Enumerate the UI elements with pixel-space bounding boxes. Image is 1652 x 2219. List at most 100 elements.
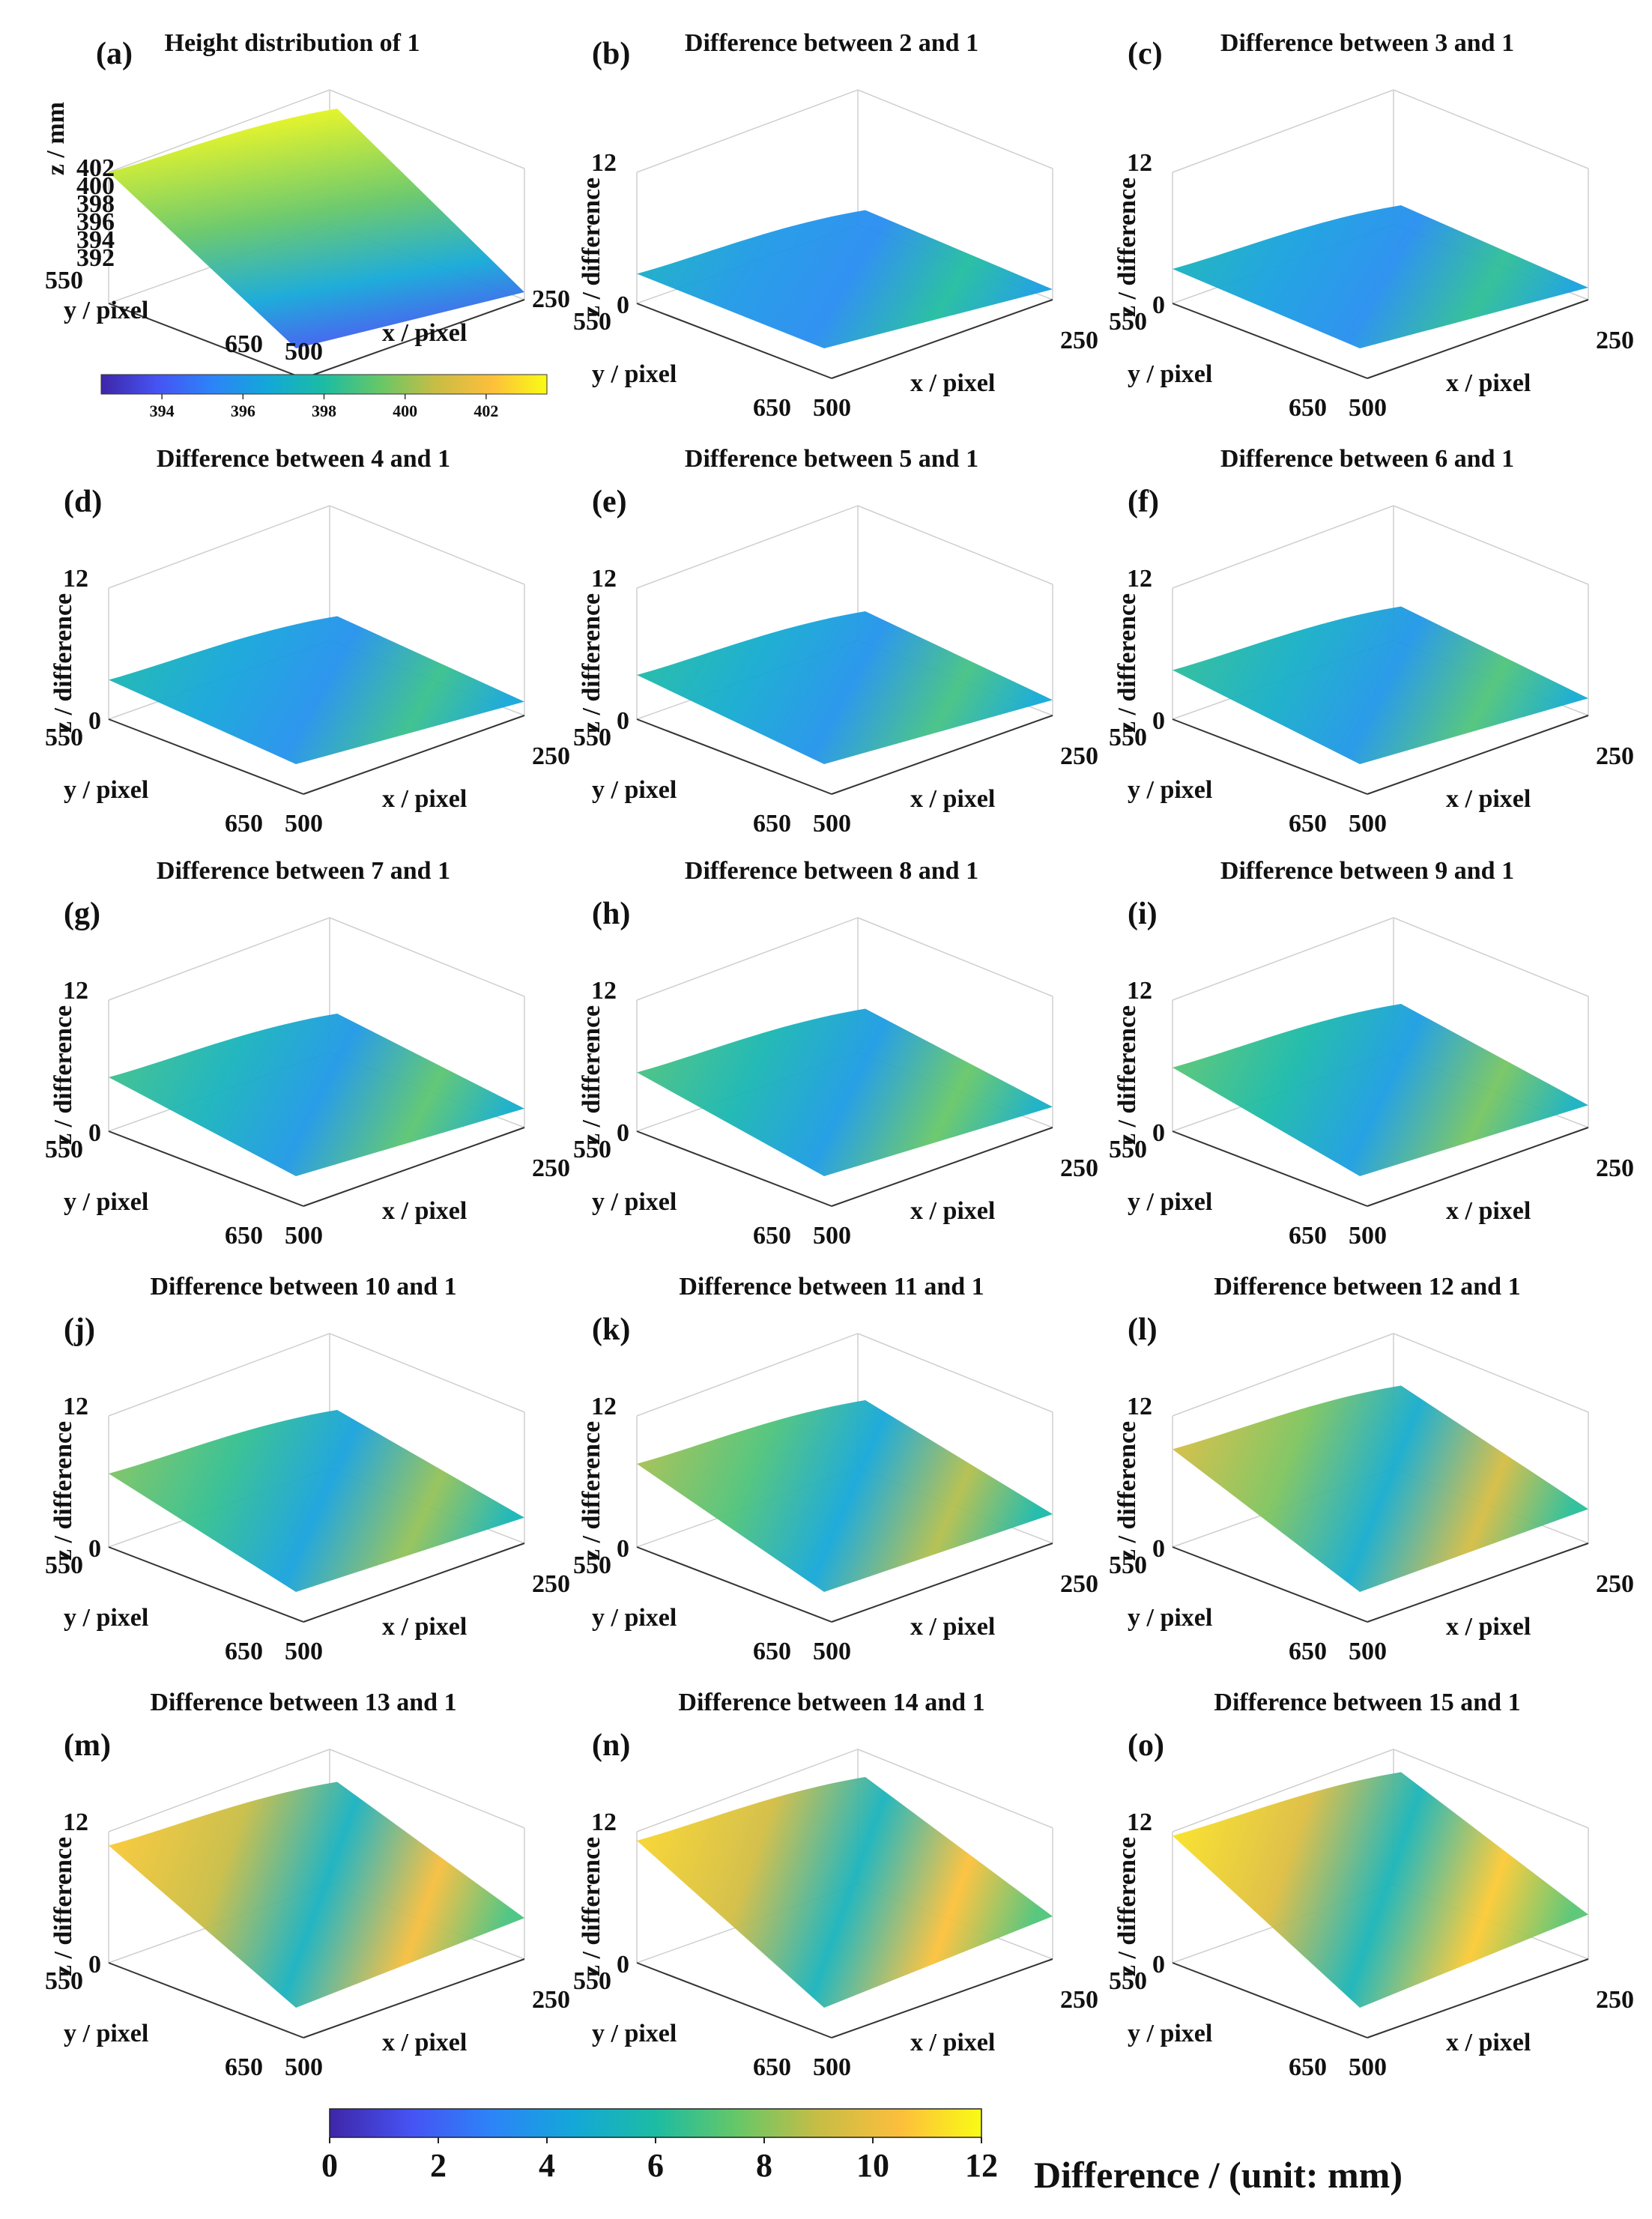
colorbar-tick-4: 4 bbox=[539, 2147, 555, 2184]
x-tick-500: 500 bbox=[285, 1222, 323, 1250]
surface bbox=[637, 1400, 1053, 1592]
z-tick-392: 392 bbox=[76, 244, 115, 272]
panel-n: Difference between 14 and 1 (n) z / differ… bbox=[573, 1689, 1098, 2081]
panel-h: Difference between 8 and 1 (h) z / differe… bbox=[573, 857, 1098, 1250]
y-tick-650: 650 bbox=[1289, 2053, 1327, 2081]
colorbar-tick-2: 2 bbox=[430, 2147, 447, 2184]
panel-title: Difference between 7 and 1 bbox=[157, 857, 450, 885]
y-axis-label: y / pixel bbox=[1128, 360, 1212, 388]
x-tick-500: 500 bbox=[1349, 2053, 1387, 2081]
y-tick-550: 550 bbox=[45, 724, 83, 751]
z-tick-12: 12 bbox=[591, 977, 617, 1005]
z-tick-0: 0 bbox=[1152, 707, 1165, 735]
z-tick-12: 12 bbox=[591, 565, 617, 593]
panel-d: Difference between 4 and 1 (d) z / differe… bbox=[45, 445, 570, 838]
y-axis-label: y / pixel bbox=[1128, 2020, 1212, 2047]
y-tick-650: 650 bbox=[225, 1222, 263, 1250]
panel-label: (n) bbox=[592, 1728, 630, 1763]
x-axis-label: x / pixel bbox=[382, 319, 467, 347]
panel-label: (e) bbox=[592, 485, 627, 519]
y-tick-550: 550 bbox=[1109, 1967, 1147, 1995]
x-axis-label: x / pixel bbox=[910, 369, 995, 397]
panel-f: Difference between 6 and 1 (f) z / differe… bbox=[1109, 445, 1634, 838]
x-tick-250: 250 bbox=[1596, 1570, 1634, 1598]
y-axis-label: y / pixel bbox=[64, 297, 148, 324]
x-tick-500: 500 bbox=[1349, 810, 1387, 838]
z-tick-12: 12 bbox=[1127, 1808, 1152, 1836]
surface bbox=[109, 1014, 524, 1176]
panel-label: (h) bbox=[592, 897, 630, 931]
panel-title: Difference between 2 and 1 bbox=[685, 29, 978, 57]
x-axis-label: x / pixel bbox=[910, 1197, 995, 1225]
surface bbox=[1173, 1385, 1588, 1592]
z-tick-0: 0 bbox=[88, 1951, 101, 1979]
surface bbox=[109, 109, 524, 348]
x-tick-500: 500 bbox=[1349, 1638, 1387, 1665]
panel-k: Difference between 11 and 1 (k) z / differ… bbox=[573, 1273, 1098, 1665]
z-tick-12: 12 bbox=[591, 1808, 617, 1836]
z-tick-12: 12 bbox=[591, 149, 617, 177]
panel-label: (b) bbox=[592, 37, 630, 71]
surface bbox=[637, 611, 1053, 764]
x-tick-250: 250 bbox=[532, 1570, 570, 1598]
z-axis-label: z / difference bbox=[578, 1421, 605, 1560]
y-tick-550: 550 bbox=[573, 724, 611, 751]
axes-edges bbox=[108, 715, 525, 795]
axes-edges bbox=[636, 299, 1053, 379]
z-tick-0: 0 bbox=[617, 291, 629, 319]
y-tick-550: 550 bbox=[45, 1967, 83, 1995]
x-tick-250: 250 bbox=[532, 285, 570, 313]
panel-j: Difference between 10 and 1 (j) z / differ… bbox=[45, 1273, 570, 1665]
x-tick-500: 500 bbox=[285, 2053, 323, 2081]
axes-edges bbox=[636, 715, 1053, 795]
colorbar-tick-8: 8 bbox=[756, 2147, 772, 2184]
x-tick-250: 250 bbox=[1060, 1154, 1098, 1182]
z-axis-label: z / difference bbox=[49, 593, 77, 733]
surface bbox=[637, 1008, 1053, 1176]
y-tick-550: 550 bbox=[573, 1136, 611, 1163]
colorbar-tick-396: 396 bbox=[231, 402, 255, 420]
y-tick-650: 650 bbox=[1289, 1638, 1327, 1665]
z-tick-0: 0 bbox=[1152, 291, 1165, 319]
z-tick-0: 0 bbox=[88, 707, 101, 735]
z-axis-label: z / difference bbox=[1113, 178, 1141, 317]
panel-label: (c) bbox=[1128, 37, 1163, 71]
axes-edges bbox=[1172, 1127, 1589, 1207]
z-tick-398: 398 bbox=[76, 190, 115, 218]
y-tick-650: 650 bbox=[225, 2053, 263, 2081]
y-tick-650: 650 bbox=[225, 330, 263, 358]
x-tick-250: 250 bbox=[532, 1154, 570, 1182]
y-tick-550: 550 bbox=[573, 308, 611, 336]
z-axis-label: z / difference bbox=[1113, 1421, 1141, 1560]
y-tick-650: 650 bbox=[753, 810, 791, 838]
axes-edges bbox=[108, 1543, 525, 1623]
x-tick-250: 250 bbox=[532, 1986, 570, 2014]
panel-grid: Height distribution of 1 (a) z / mm y / pix… bbox=[42, 29, 1634, 2081]
panel-l: Difference between 12 and 1 (l) z / differ… bbox=[1109, 1273, 1634, 1665]
x-tick-250: 250 bbox=[1596, 1986, 1634, 2014]
x-axis-label: x / pixel bbox=[1446, 1613, 1531, 1641]
panel-title: Difference between 13 and 1 bbox=[150, 1689, 456, 1716]
panel-label: (l) bbox=[1128, 1313, 1158, 1347]
axes-edges bbox=[108, 299, 525, 379]
x-tick-500: 500 bbox=[813, 1222, 851, 1250]
axes-edges bbox=[636, 1543, 1053, 1623]
surface bbox=[637, 1777, 1053, 2008]
z-axis-label: z / difference bbox=[1113, 1837, 1141, 1976]
z-tick-400: 400 bbox=[76, 172, 115, 200]
z-tick-394: 394 bbox=[76, 226, 115, 254]
x-axis-label: x / pixel bbox=[1446, 369, 1531, 397]
axes-grid bbox=[108, 1749, 525, 1964]
z-axis-label: z / difference bbox=[578, 178, 605, 317]
z-tick-402: 402 bbox=[76, 154, 115, 182]
x-axis-label: x / pixel bbox=[382, 1197, 467, 1225]
surface bbox=[637, 210, 1053, 348]
y-axis-label: y / pixel bbox=[64, 1188, 148, 1216]
x-axis-label: x / pixel bbox=[382, 1613, 467, 1641]
panel-label: (d) bbox=[64, 485, 102, 519]
axes-edges bbox=[636, 1127, 1053, 1207]
y-tick-650: 650 bbox=[1289, 394, 1327, 422]
z-axis-label: z / difference bbox=[1113, 593, 1141, 733]
y-tick-550: 550 bbox=[45, 1552, 83, 1579]
